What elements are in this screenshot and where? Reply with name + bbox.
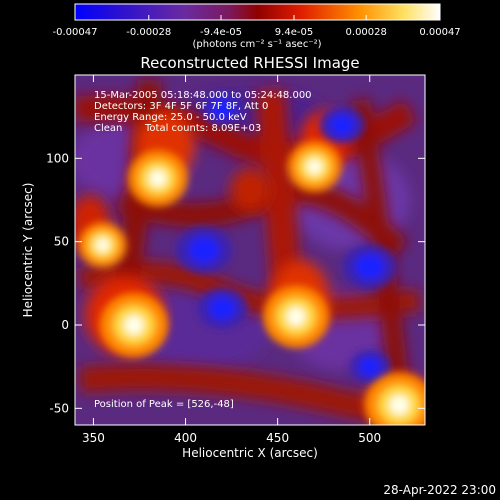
annotation-counts: Total counts: 8.09E+03 [144,123,261,134]
x-tick-labels: 350 400 450 500 [82,431,381,445]
dim-source-core [211,98,234,118]
bright-source-core [149,169,167,188]
x-tick-label: 500 [358,431,381,445]
y-tick-label: -50 [49,401,69,415]
colorbar-tick-label: 0.00047 [419,27,460,38]
dim-source-core [359,357,381,377]
colorbar-tick-label: -9.4e-05 [200,27,242,38]
axis-ticks [75,75,425,425]
y-axis-label: Heliocentric Y (arcsec) [21,183,35,318]
bright-source-core [123,315,144,335]
dim-source-core [355,254,385,280]
bright-cores [78,141,425,425]
annotation-clean: Clean [94,123,122,134]
timestamp: 28-Apr-2022 23:00 [383,483,496,497]
x-tick-label: 350 [82,431,105,445]
image-plot-area: 350 400 450 500 -50 0 50 100 [46,74,426,445]
blue-cores [175,91,397,384]
bright-source-core [286,307,306,327]
dim-source-core [209,296,236,320]
bright-source-core [389,395,410,415]
x-tick-label: 400 [174,431,197,445]
colorbar: -0.00047 -0.00028 -9.4e-05 9.4e-05 0.00028 0.… [53,3,461,50]
colorbar-tick-label: -0.00047 [53,27,98,38]
colorbar-tick-label: 0.00028 [346,27,387,38]
colorbar-unit-label: (photons cm⁻² s⁻¹ asec⁻²) [192,39,321,50]
bright-source-core [95,237,110,253]
colorbar-ticks: -0.00047 -0.00028 -9.4e-05 9.4e-05 0.00028 0.… [53,15,461,38]
x-tick-label: 450 [266,431,289,445]
colorbar-tick-label: -0.00028 [126,27,171,38]
image-annotations: 15-Mar-2005 05:18:48.000 to 05:24:48.000… [94,90,312,410]
annotation-peak: Position of Peak = [526,-48] [94,399,234,410]
y-tick-label: 50 [54,235,69,249]
annotation-energy: Energy Range: 25.0 - 50.0 keV [94,112,247,123]
dim-source-core [330,114,355,136]
plot-frame [74,74,426,426]
chart-title: Reconstructed RHESSI Image [140,54,359,72]
bright-source-core [306,158,323,175]
dim-source-core [188,237,219,263]
y-tick-labels: -50 0 50 100 [46,151,69,415]
annotation-detectors: Detectors: 3F 4F 5F 6F 7F 8F, Att 0 [94,101,268,112]
colorbar-tick-label: 9.4e-05 [275,27,313,38]
annotation-time: 15-Mar-2005 05:18:48.000 to 05:24:48.000 [94,90,312,101]
colorbar-gradient [74,3,441,21]
y-tick-label: 0 [61,318,69,332]
x-axis-label: Heliocentric X (arcsec) [182,446,318,460]
y-tick-label: 100 [46,151,69,165]
